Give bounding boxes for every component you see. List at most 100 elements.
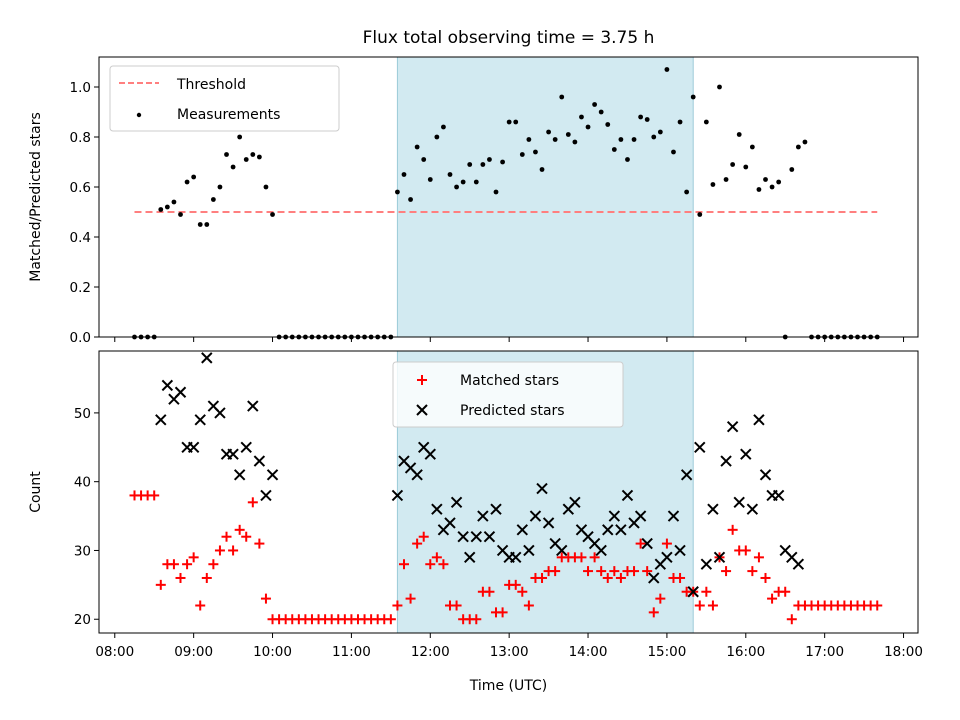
predicted-star-point <box>753 414 765 426</box>
measurement-point <box>441 124 446 130</box>
x-stroke <box>444 517 456 529</box>
matched-star-point <box>786 614 797 625</box>
x-stroke <box>411 469 423 481</box>
y-tick-label: 0.2 <box>70 280 91 296</box>
measurement-point <box>638 114 644 120</box>
predicted-star-point <box>556 544 568 557</box>
x-stroke <box>556 544 568 557</box>
measurement-point <box>776 179 782 185</box>
measurement-point <box>598 109 604 115</box>
x-stroke <box>549 537 561 550</box>
matched-star-point <box>760 572 771 583</box>
x-stroke <box>792 558 805 570</box>
predicted-star-point <box>444 517 456 529</box>
measurement-point <box>605 122 611 127</box>
measurement-point <box>224 152 229 157</box>
predicted-star-point <box>450 496 463 509</box>
x-stroke <box>424 448 436 460</box>
matched-star-point <box>661 538 672 549</box>
x-stroke <box>477 510 489 522</box>
x-stroke <box>779 544 791 557</box>
matched-star-point <box>438 559 449 570</box>
x-stroke <box>621 489 634 502</box>
measurement-point <box>690 94 696 100</box>
measurement-point <box>243 157 249 162</box>
ratio-legend-box <box>109 65 340 132</box>
measurement-point <box>565 132 571 137</box>
predicted-star-point <box>694 441 706 453</box>
predicted-star-point <box>759 469 772 481</box>
x-stroke <box>786 551 798 564</box>
x-stroke <box>227 448 239 460</box>
measurement-point <box>592 102 598 107</box>
measurement-point <box>210 197 216 202</box>
count-panel-frame <box>98 350 919 634</box>
predicted-star-point <box>457 531 469 543</box>
count-legend: Matched stars Predicted stars <box>392 361 624 428</box>
matched-star-point <box>747 566 758 577</box>
measurement-point <box>401 172 407 177</box>
x-stroke <box>207 400 220 412</box>
measurement-point <box>480 162 486 167</box>
x-tick-label: 14:00 <box>569 644 608 660</box>
matched-star-point <box>155 579 166 590</box>
measurement-point <box>263 184 269 190</box>
measurement-point <box>421 157 427 162</box>
matched-star-point <box>195 600 206 611</box>
x-stroke <box>233 469 246 481</box>
predicted-star-point <box>411 469 423 481</box>
x-stroke <box>187 441 200 453</box>
x-stroke <box>510 551 522 564</box>
x-stroke <box>726 420 739 433</box>
measurements-legend-swatch <box>136 112 142 118</box>
measurement-point <box>158 207 164 212</box>
x-stroke <box>470 531 482 543</box>
predicted-star-point <box>536 482 548 495</box>
predicted-star-point <box>253 455 266 467</box>
matched-star-point <box>201 572 212 583</box>
x-stroke <box>214 407 226 419</box>
y-tick-label: 40 <box>74 475 91 491</box>
x-stroke <box>542 517 555 529</box>
matched-star-point <box>497 607 508 618</box>
predicted-star-point <box>667 510 680 522</box>
matched-star-point <box>188 552 199 563</box>
y-tick-label: 20 <box>74 612 91 628</box>
x-stroke <box>634 510 647 522</box>
x-stroke <box>194 414 206 426</box>
ratio-panel: 0.0 0.2 0.4 0.6 0.8 1.0 Matched/Predicted sta… <box>28 56 919 346</box>
x-stroke <box>641 537 653 550</box>
predicted-legend-swatch <box>416 404 428 416</box>
measurement-point <box>427 177 433 182</box>
matched-star-point <box>707 600 718 611</box>
measurement-point <box>703 119 709 125</box>
x-axis-label: Time (UTC) <box>469 678 547 694</box>
predicted-star-point <box>470 531 482 543</box>
measurement-point <box>585 124 591 130</box>
y-tick-label: 0.8 <box>70 130 91 146</box>
predicted-star-point <box>621 489 634 502</box>
x-stroke <box>247 400 259 412</box>
x-stroke <box>746 503 759 515</box>
matched-star-point <box>221 531 232 542</box>
legend-x <box>416 404 428 416</box>
x-tick-label: 10:00 <box>253 644 292 660</box>
measurement-point <box>519 152 525 157</box>
y-tick-label: 30 <box>74 543 91 559</box>
matched-star-point <box>576 552 587 563</box>
y-tick-label: 0.4 <box>70 230 91 246</box>
x-stroke <box>161 379 174 392</box>
predicted-star-point <box>260 489 272 502</box>
x-tick-label: 15:00 <box>647 644 686 660</box>
measurement-point <box>743 164 749 170</box>
predicted-star-point <box>214 407 226 419</box>
predicted-star-point <box>740 448 752 460</box>
ratio-marks <box>132 67 880 340</box>
count-panel: 20 30 40 50 08:00 09:00 10:00 11:00 12:00 13:00 1… <box>28 350 923 694</box>
x-stroke <box>496 544 509 557</box>
measurement-point <box>395 189 400 195</box>
x-stroke <box>464 551 476 564</box>
ratio-legend: Threshold Measurements <box>109 65 340 132</box>
measurement-point <box>178 212 183 217</box>
x-stroke <box>431 503 443 515</box>
